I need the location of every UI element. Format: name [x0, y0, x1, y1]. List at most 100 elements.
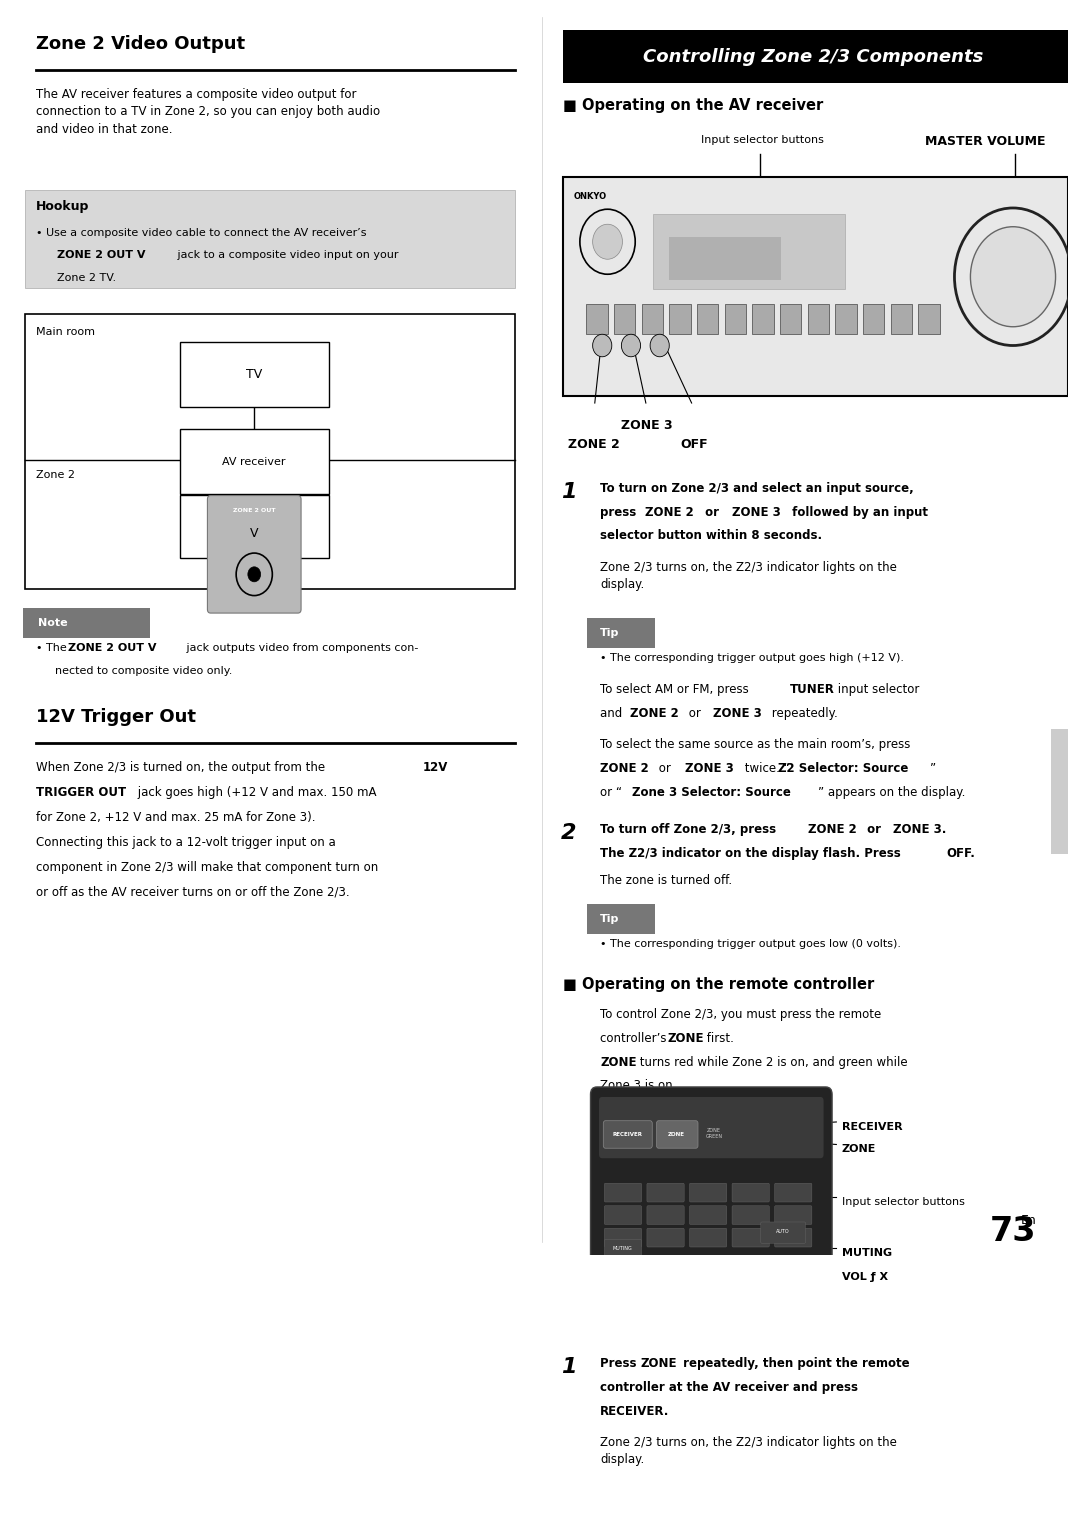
Text: Press: Press — [600, 1357, 640, 1370]
Text: • The: • The — [36, 642, 70, 653]
FancyBboxPatch shape — [24, 607, 150, 638]
Text: Z2 Selector: Source: Z2 Selector: Source — [778, 761, 908, 775]
Text: ”: ” — [930, 761, 936, 775]
Circle shape — [247, 566, 260, 581]
Bar — [563, 31, 1071, 82]
Text: To select the same source as the main room’s, press: To select the same source as the main ro… — [600, 739, 910, 751]
Bar — [179, 429, 328, 494]
FancyBboxPatch shape — [588, 905, 656, 934]
Text: TRIGGER OUT: TRIGGER OUT — [36, 786, 126, 798]
Text: Hookup: Hookup — [36, 200, 90, 214]
Text: jack outputs video from components con-: jack outputs video from components con- — [183, 642, 418, 653]
Text: Zone 3 Selector: Source: Zone 3 Selector: Source — [632, 786, 791, 798]
Text: ZONE 3: ZONE 3 — [713, 707, 761, 720]
Text: En: En — [1021, 1215, 1037, 1227]
Text: Zone 2 TV.: Zone 2 TV. — [57, 273, 117, 282]
Text: ZONE 2 OUT V: ZONE 2 OUT V — [68, 642, 157, 653]
Text: or: or — [863, 823, 886, 836]
Text: Note: Note — [38, 618, 68, 629]
FancyBboxPatch shape — [774, 1228, 812, 1247]
Text: ZONE 2: ZONE 2 — [808, 823, 856, 836]
Text: controller at the AV receiver and press: controller at the AV receiver and press — [600, 1381, 859, 1393]
Bar — [808, 304, 828, 334]
Text: or: or — [685, 707, 705, 720]
Text: ZONE: ZONE — [669, 1132, 685, 1137]
Text: Input selector buttons: Input selector buttons — [841, 1196, 964, 1207]
Bar — [653, 214, 845, 290]
Text: repeatedly.: repeatedly. — [768, 707, 838, 720]
Text: ONKYO: ONKYO — [573, 192, 607, 201]
FancyBboxPatch shape — [605, 1228, 642, 1247]
Text: TV: TV — [246, 520, 262, 533]
Circle shape — [971, 227, 1055, 327]
Bar — [835, 304, 856, 334]
Text: OFF: OFF — [680, 438, 707, 452]
Text: Input selector buttons: Input selector buttons — [701, 136, 824, 145]
FancyBboxPatch shape — [647, 1228, 684, 1247]
Text: ZONE: ZONE — [841, 1144, 876, 1155]
Text: To control Zone 2/3, you must press the remote: To control Zone 2/3, you must press the … — [600, 1009, 881, 1021]
Text: AUTO: AUTO — [777, 1230, 789, 1235]
Text: 73: 73 — [990, 1215, 1037, 1248]
FancyBboxPatch shape — [689, 1206, 727, 1224]
Text: input selector: input selector — [834, 684, 919, 696]
FancyBboxPatch shape — [689, 1183, 727, 1202]
Text: RECEIVER: RECEIVER — [841, 1122, 902, 1132]
Bar — [179, 494, 328, 557]
Text: VOL: VOL — [618, 1270, 627, 1274]
Bar — [26, 314, 515, 589]
Text: and: and — [600, 707, 626, 720]
FancyBboxPatch shape — [760, 1222, 806, 1244]
FancyBboxPatch shape — [588, 1494, 656, 1523]
Text: The zone is turned off.: The zone is turned off. — [600, 874, 732, 888]
FancyBboxPatch shape — [647, 1206, 684, 1224]
Text: for Zone 2, +12 V and max. 25 mA for Zone 3).: for Zone 2, +12 V and max. 25 mA for Zon… — [36, 810, 315, 824]
Text: jack to a composite video input on your: jack to a composite video input on your — [175, 250, 399, 261]
Text: ZONE
GREEN: ZONE GREEN — [705, 1128, 723, 1138]
Text: nected to composite video only.: nected to composite video only. — [55, 665, 232, 676]
Text: Tip: Tip — [600, 629, 620, 638]
Bar — [697, 304, 718, 334]
Text: ” appears on the display.: ” appears on the display. — [819, 786, 966, 798]
FancyBboxPatch shape — [657, 1120, 698, 1148]
Text: Zone 2 Video Output: Zone 2 Video Output — [36, 35, 245, 53]
FancyBboxPatch shape — [604, 1120, 652, 1148]
Text: ZONE: ZONE — [667, 1032, 704, 1045]
Text: 2: 2 — [561, 823, 577, 844]
Bar — [1051, 729, 1068, 855]
FancyBboxPatch shape — [207, 496, 301, 613]
Text: RECEIVER: RECEIVER — [612, 1132, 643, 1137]
Text: ZONE 3: ZONE 3 — [732, 505, 781, 519]
Text: OFF.: OFF. — [946, 847, 975, 859]
Text: MUTING: MUTING — [612, 1245, 632, 1251]
Text: component in Zone 2/3 will make that component turn on: component in Zone 2/3 will make that com… — [36, 861, 378, 874]
Text: or “: or “ — [600, 786, 622, 798]
Text: Zone 2/3 turns on, the Z2/3 indicator lights on the
display.: Zone 2/3 turns on, the Z2/3 indicator li… — [600, 560, 897, 591]
Text: ZONE 3.: ZONE 3. — [893, 823, 946, 836]
Text: 1: 1 — [561, 482, 577, 502]
Text: The Z2/3 indicator on the display flash. Press: The Z2/3 indicator on the display flash.… — [600, 847, 905, 859]
FancyBboxPatch shape — [605, 1262, 642, 1283]
Text: ZONE 2 OUT V: ZONE 2 OUT V — [57, 250, 146, 261]
Circle shape — [650, 334, 670, 357]
Text: MASTER VOLUME: MASTER VOLUME — [924, 136, 1045, 148]
Text: or off as the AV receiver turns on or off the Zone 2/3.: or off as the AV receiver turns on or of… — [36, 885, 350, 899]
Text: repeatedly, then point the remote: repeatedly, then point the remote — [679, 1357, 909, 1370]
Text: ZONE: ZONE — [640, 1357, 677, 1370]
Text: ■ Operating on the remote controller: ■ Operating on the remote controller — [563, 977, 874, 992]
Text: twice. “: twice. “ — [741, 761, 789, 775]
Text: ■ Operating on the AV receiver: ■ Operating on the AV receiver — [563, 98, 823, 113]
Text: Controlling Zone 2/3 Components: Controlling Zone 2/3 Components — [643, 47, 983, 66]
Text: When Zone 2/3 is turned on, the output from the: When Zone 2/3 is turned on, the output f… — [36, 760, 329, 774]
FancyBboxPatch shape — [605, 1183, 642, 1202]
Text: press: press — [600, 505, 640, 519]
Text: RECEIVER.: RECEIVER. — [600, 1404, 670, 1418]
Bar — [918, 304, 940, 334]
FancyBboxPatch shape — [605, 1206, 642, 1224]
Bar — [179, 342, 328, 407]
Text: Tip: Tip — [600, 1503, 620, 1514]
Text: controller’s: controller’s — [600, 1032, 671, 1045]
Text: TV: TV — [246, 368, 262, 382]
Text: Zone 2/3 turns on, the Z2/3 indicator lights on the
display.: Zone 2/3 turns on, the Z2/3 indicator li… — [600, 1436, 897, 1466]
Text: 12V: 12V — [422, 760, 448, 774]
